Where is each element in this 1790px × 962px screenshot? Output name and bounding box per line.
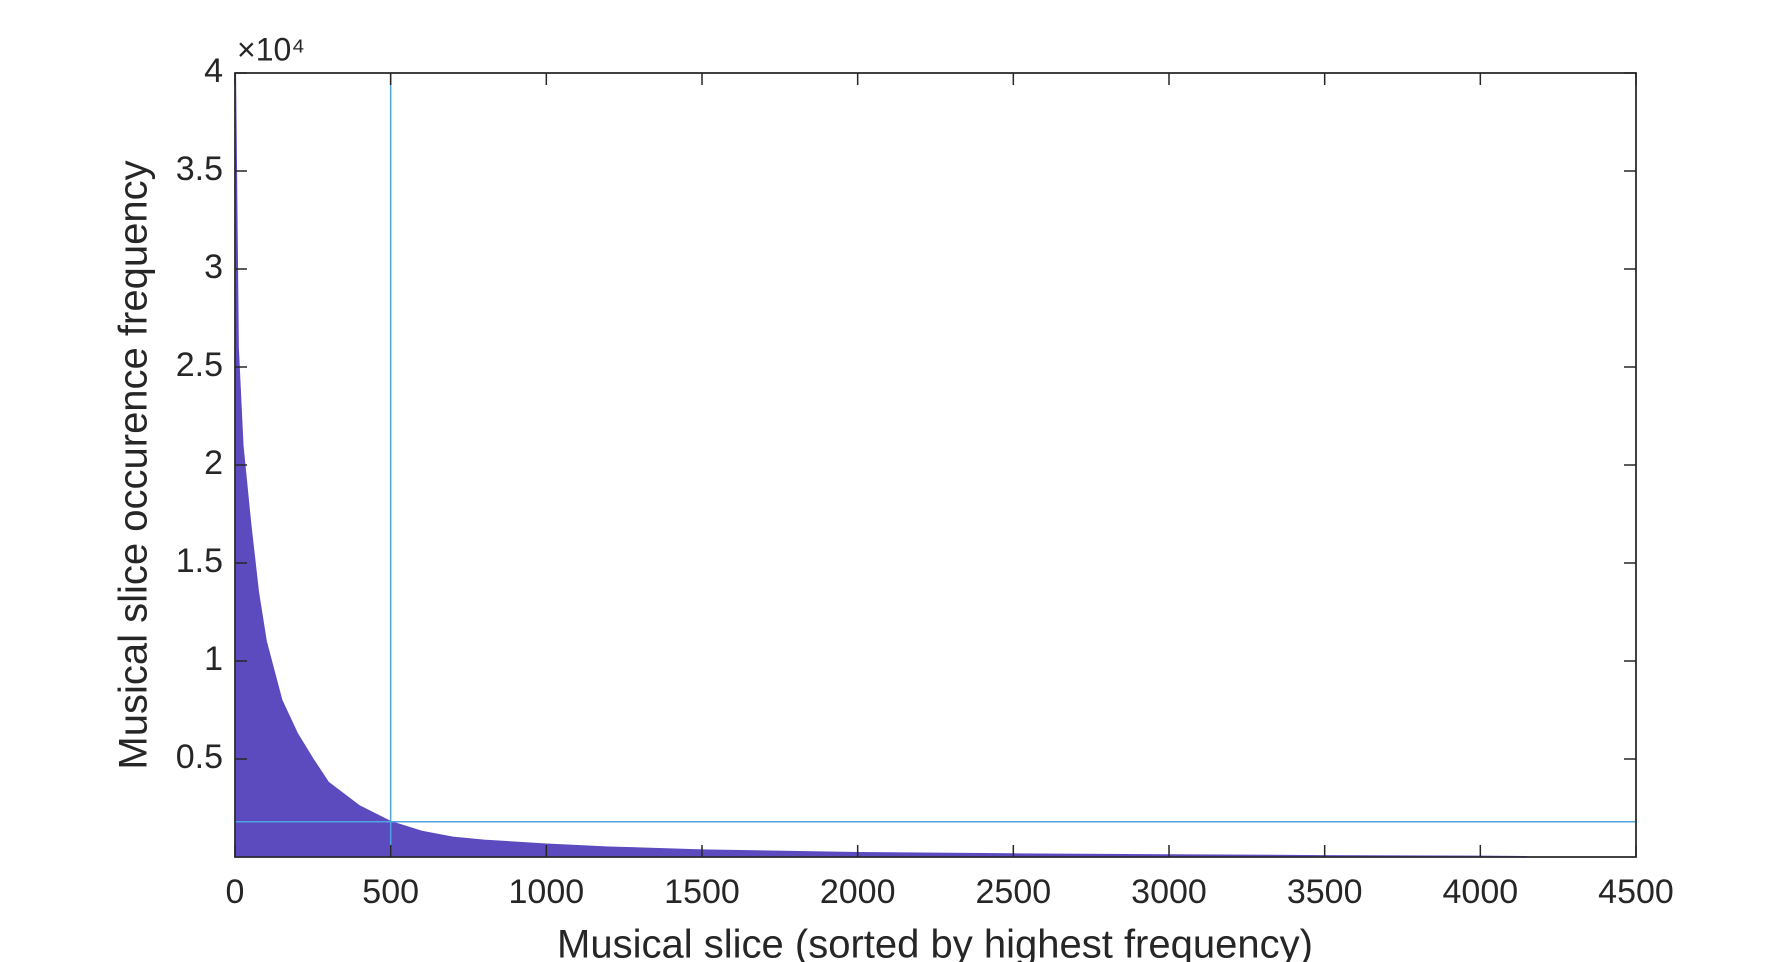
area-outline — [234, 72, 1528, 858]
axes-box — [234, 72, 1637, 858]
x-tick-label: 4000 — [1443, 873, 1519, 911]
axes-frame — [234, 72, 1637, 858]
x-tick-label: 2000 — [820, 873, 896, 911]
y-tick-label: 0.5 — [176, 738, 223, 776]
x-tick-label: 1000 — [509, 873, 585, 911]
y-tick-label: 4 — [204, 52, 223, 90]
x-tick-label: 500 — [362, 873, 419, 911]
x-tick-label: 0 — [226, 873, 245, 911]
y-tick-label: 2 — [204, 444, 223, 482]
y-tick-label: 3 — [204, 248, 223, 286]
y-tick-label: 2.5 — [176, 346, 223, 384]
y-tick-label: 1.5 — [176, 542, 223, 580]
x-axis-label: Musical slice (sorted by highest frequen… — [557, 923, 1313, 962]
x-tick-label: 3000 — [1131, 873, 1207, 911]
y-exponent: ×10⁴ — [237, 31, 305, 67]
x-tick-label: 2500 — [976, 873, 1052, 911]
y-tick-label: 1 — [204, 640, 223, 678]
y-tick-label: 3.5 — [176, 150, 223, 188]
x-tick-label: 3500 — [1287, 873, 1363, 911]
x-tick-label: 1500 — [664, 873, 740, 911]
y-axis-label: Musical slice occurence frequency — [112, 160, 156, 769]
x-tick-label: 4500 — [1598, 873, 1674, 911]
